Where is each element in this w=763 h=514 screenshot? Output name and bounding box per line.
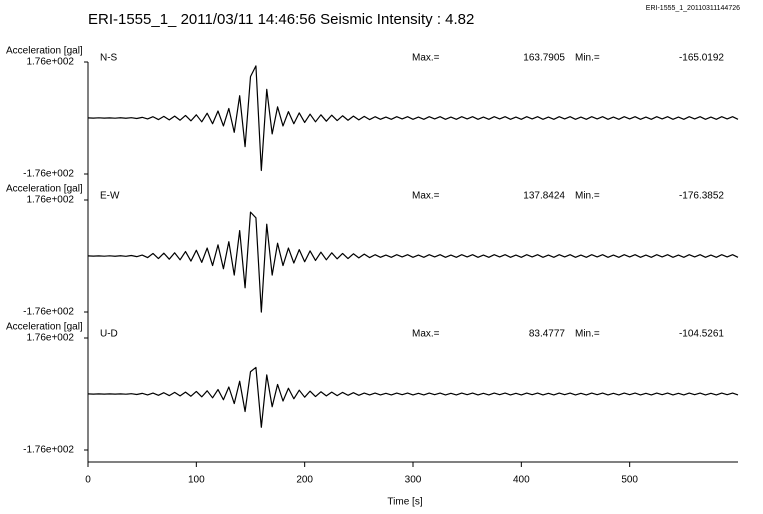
x-tick-label: 0 [85,475,91,486]
y-tick-label: -1.76e+002 [23,445,74,456]
max-label: Max.= [412,329,440,340]
min-label: Min.= [575,53,600,64]
min-label: Min.= [575,329,600,340]
max-value: 137.8424 [523,191,565,202]
chart-title: ERI-1555_1_ 2011/03/11 14:46:56 Seismic … [88,11,474,28]
x-tick-label: 100 [188,475,205,486]
max-value: 83.4777 [529,329,566,340]
max-value: 163.7905 [523,53,565,64]
y-axis-label: Acceleration [gal] [6,322,83,333]
y-tick-label: 1.76e+002 [26,57,74,68]
file-label: ERI-1555_1_20110311144726 [646,5,740,12]
y-tick-label: -1.76e+002 [23,169,74,180]
waveform [87,65,739,172]
x-tick-label: 400 [513,475,530,486]
y-tick-label: 1.76e+002 [26,333,74,344]
x-tick-label: 500 [621,475,638,486]
y-axis-label: Acceleration [gal] [6,184,83,195]
waveform [87,211,739,313]
x-tick-label: 300 [405,475,422,486]
y-tick-label: -1.76e+002 [23,307,74,318]
min-value: -176.3852 [679,191,724,202]
min-value: -165.0192 [679,53,724,64]
max-label: Max.= [412,53,440,64]
min-label: Min.= [575,191,600,202]
component-name: N-S [100,53,118,64]
x-axis-label: Time [s] [387,497,422,508]
max-label: Max.= [412,191,440,202]
component-name: U-D [100,329,118,340]
y-tick-label: 1.76e+002 [26,195,74,206]
component-name: E-W [100,191,120,202]
y-axis-label: Acceleration [gal] [6,46,83,57]
x-tick-label: 200 [296,475,313,486]
min-value: -104.5261 [679,329,724,340]
waveform [87,366,739,428]
